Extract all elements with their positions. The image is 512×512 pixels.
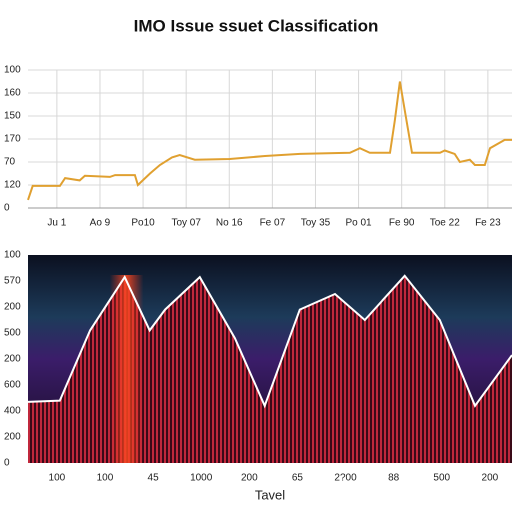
y-tick-label: 120 (4, 180, 21, 191)
x-tick-label: 200 (241, 473, 258, 484)
x-tick-label: Po10 (131, 218, 155, 229)
glow (109, 275, 144, 463)
y-tick-label: 0 (4, 203, 10, 214)
x-tick-label: 88 (388, 473, 400, 484)
x-tick-label: Po 01 (345, 218, 372, 229)
y-tick-label: 0 (4, 458, 10, 469)
area (28, 275, 512, 463)
x-tick-label: Toy 35 (301, 218, 331, 229)
x-tick-label: 65 (292, 473, 304, 484)
x-tick-label: 200 (482, 473, 499, 484)
x-tick-label: 500 (433, 473, 450, 484)
y-tick-label: 100 (4, 65, 21, 76)
x-tick-label: Ju 1 (47, 218, 66, 229)
y-tick-label: 400 (4, 406, 21, 417)
x-tick-label: 2?00 (334, 473, 357, 484)
x-tick-label: 100 (97, 473, 114, 484)
y-tick-label: 200 (4, 432, 21, 443)
x-tick-label: Fe 07 (260, 218, 286, 229)
area-outline (27, 274, 512, 409)
y-tick-label: 500 (4, 328, 21, 339)
x-tick-label: Toe 22 (430, 218, 460, 229)
y-tick-label: 150 (4, 111, 21, 122)
x-tick-label: 45 (148, 473, 160, 484)
y-tick-label: 200 (4, 354, 21, 365)
x-tick-label: 1000 (190, 473, 213, 484)
y-tick-label: 600 (4, 380, 21, 391)
y-tick-label: 100 (4, 250, 21, 261)
x-tick-label: 100 (49, 473, 66, 484)
x-tick-label: Fe 23 (475, 218, 501, 229)
line (27, 81, 512, 201)
chart-title: IMO Issue ssuet Classification (134, 16, 379, 35)
x-tick-label: Ao 9 (90, 218, 111, 229)
x-tick-label: No 16 (216, 218, 243, 229)
x-axis-label: Tavel (255, 487, 285, 502)
y-tick-label: 70 (4, 157, 16, 168)
y-tick-label: 570 (4, 276, 21, 287)
y-tick-label: 200 (4, 302, 21, 313)
y-tick-label: 160 (4, 88, 21, 99)
y-tick-label: 170 (4, 134, 21, 145)
x-tick-label: Fe 90 (389, 218, 415, 229)
x-tick-label: Toy 07 (171, 218, 201, 229)
